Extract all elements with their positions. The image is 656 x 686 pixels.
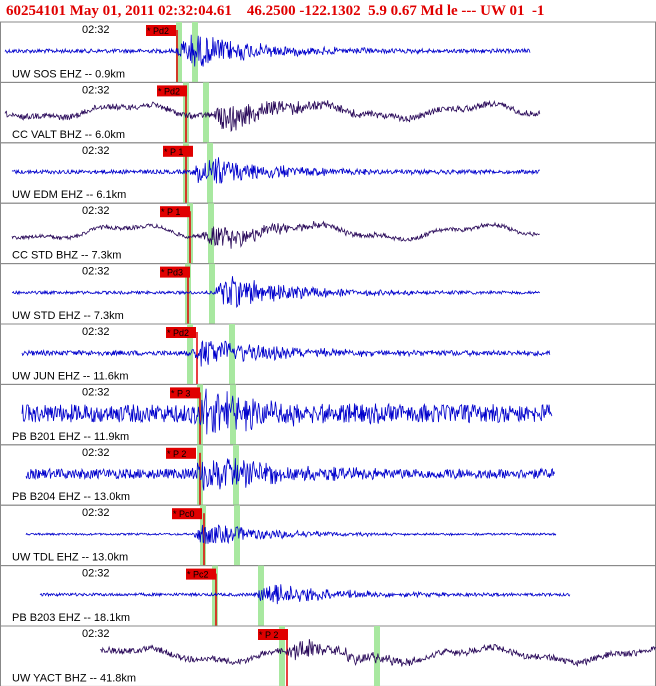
waveform [21, 388, 553, 435]
green-marker [229, 324, 235, 385]
pick-box [157, 85, 187, 97]
green-marker [234, 505, 240, 566]
pick-label: * Pd2 [147, 26, 169, 36]
station-label: UW TDL EHZ -- 13.0km [12, 552, 128, 564]
station-label: CC VALT BHZ -- 6.0km [12, 129, 125, 141]
green-marker [207, 142, 213, 204]
green-marker [279, 626, 285, 686]
time-label: 02:32 [82, 24, 110, 36]
pick-box [146, 25, 176, 36]
green-marker [230, 384, 236, 445]
pick-label: * Pd2 [158, 86, 180, 96]
time-label: 02:32 [82, 447, 110, 459]
time-label: 02:32 [82, 266, 110, 278]
trace-panel: 02:32 * P 1 UW EDM EHZ -- 6.1km [0, 142, 656, 204]
pick-box [172, 508, 202, 520]
station-label: UW STD EHZ -- 7.3km [12, 310, 124, 322]
pick-box [160, 206, 190, 218]
trace-panel: 02:32 * Pc0 UW TDL EHZ -- 13.0km [0, 504, 656, 567]
station-label: UW JUN EHZ -- 11.6km [12, 370, 129, 382]
waveform [99, 639, 656, 668]
pick-label: * P 1 [161, 207, 180, 217]
time-label: 02:32 [82, 205, 110, 217]
pick-label: * Pc0 [173, 509, 195, 519]
green-marker [212, 565, 218, 626]
time-label: 02:32 [82, 628, 110, 640]
station-label: UW SOS EHZ -- 0.9km [12, 68, 125, 80]
waveform [11, 276, 541, 309]
station-label: PB B201 EHZ -- 11.9km [12, 431, 129, 443]
time-label: 02:32 [82, 507, 110, 519]
time-label: 02:32 [82, 145, 110, 157]
pick-label: * Pd3 [161, 268, 183, 278]
time-label: 02:32 [82, 568, 110, 580]
pick-label: * P 2 [167, 449, 186, 459]
station-label: PB B203 EHZ -- 18.1km [12, 612, 130, 624]
pick-box [166, 447, 196, 459]
time-label: 02:32 [82, 84, 110, 96]
pick-box [160, 266, 190, 278]
time-label: 02:32 [82, 386, 110, 398]
pick-box [258, 629, 288, 640]
waveform [11, 157, 541, 185]
trace-panel: 02:32 * P 2 UW YACT BHZ -- 41.8km [0, 625, 656, 686]
pick-box [166, 327, 196, 338]
station-label: PB B204 EHZ -- 13.0km [12, 491, 130, 503]
green-marker [203, 82, 209, 143]
waveform [25, 458, 555, 491]
waveform [25, 524, 557, 545]
waveform [4, 34, 531, 67]
station-label: UW YACT BHZ -- 41.8km [12, 672, 136, 684]
pick-label: * P 3 [171, 388, 190, 398]
event-header: 60254101 May 01, 2011 02:32:04.61 46.250… [6, 3, 544, 19]
time-label: 02:32 [82, 326, 110, 338]
pick-label: * Pd2 [167, 328, 189, 338]
waveform [11, 220, 540, 249]
waveform [4, 99, 541, 133]
pick-box [163, 145, 193, 157]
waveform [21, 340, 551, 367]
station-label: CC STD BHZ -- 7.3km [12, 250, 121, 262]
pick-box [170, 387, 200, 399]
pick-box [186, 568, 216, 580]
station-label: UW EDM EHZ -- 6.1km [12, 189, 126, 201]
pick-label: * P 2 [259, 630, 278, 640]
green-marker [209, 263, 215, 324]
green-marker [374, 626, 380, 686]
pick-label: * Pc2 [187, 570, 209, 580]
green-marker [208, 203, 214, 264]
green-marker [176, 22, 182, 83]
waveform [39, 584, 571, 605]
trace-panel: 02:32 * P 3 PB B201 EHZ -- 11.9km [0, 383, 656, 446]
pick-label: * P 1 [164, 147, 183, 157]
